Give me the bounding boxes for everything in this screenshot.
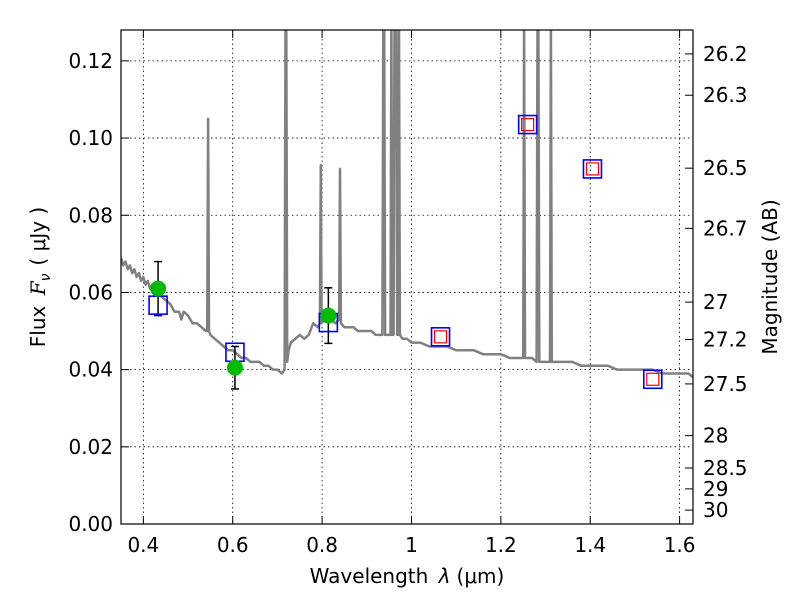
x-axis-title-unit: (μm) — [457, 564, 505, 588]
x-axis-title: Wavelength λ (μm) — [310, 564, 505, 588]
x-axis-title-prefix: Wavelength — [310, 564, 435, 588]
y-tick-label: 0.00 — [68, 512, 113, 536]
x-axis-title-symbol: λ — [438, 564, 451, 588]
mag-tick-label: 28.5 — [703, 456, 748, 480]
y-axis-title-unit: ( μJy ) — [26, 207, 50, 266]
model-band-square — [517, 114, 538, 135]
plot-background — [121, 30, 693, 524]
mag-tick-label: 27.2 — [703, 328, 748, 352]
mag-tick-label: 29 — [703, 477, 728, 501]
plot-area — [121, 30, 693, 390]
x-tick-label: 1.2 — [485, 533, 517, 557]
model-band-square — [430, 327, 451, 347]
mag-tick-label: 26.7 — [703, 216, 748, 240]
x-tick-label: 1.6 — [664, 533, 696, 557]
predicted-band-square — [521, 117, 535, 132]
y-axis-title-symbol: F — [26, 280, 50, 296]
predicted-band-square — [433, 330, 448, 344]
mag-tick-label: 30 — [703, 498, 728, 522]
y-axis-title-prefix: Flux — [26, 299, 50, 347]
y-tick-label: 0.12 — [68, 49, 113, 73]
x-tick-label: 0.8 — [306, 533, 338, 557]
plot-frame — [120, 29, 694, 525]
x-tick-label: 0.4 — [127, 533, 159, 557]
spectrum-line — [121, 30, 693, 379]
predicted-band-square — [646, 372, 660, 386]
observed-point — [320, 307, 337, 324]
model-band-square — [582, 159, 603, 179]
x-tick-label: 1 — [405, 533, 418, 557]
y-tick-label: 0.08 — [68, 203, 113, 227]
y-tick-label: 0.04 — [68, 358, 113, 382]
x-tick-label: 1.4 — [574, 533, 606, 557]
y-axis-title: Flux Fν ( μJy ) — [26, 207, 54, 347]
observed-point — [150, 280, 167, 297]
mag-tick-label: 28 — [703, 424, 728, 448]
mag-tick-label: 26.3 — [703, 83, 748, 107]
mag-tick-label: 27.5 — [703, 372, 748, 396]
observed-point — [226, 359, 243, 376]
mag-tick-label: 26.2 — [703, 42, 748, 66]
mag-tick-label: 26.5 — [703, 156, 748, 180]
y-axis-title-subscript: ν — [38, 273, 54, 281]
right-axis-title: Magnitude (AB) — [758, 199, 782, 354]
y-tick-label: 0.06 — [68, 280, 113, 304]
model-band-square — [642, 369, 663, 390]
predicted-band-square — [585, 162, 600, 176]
x-tick-label: 0.6 — [217, 533, 249, 557]
y-tick-label: 0.10 — [68, 126, 113, 150]
axis-ticks: 0.4 0.6 0.8 1 1.2 1.4 1.6 0.00 0.02 0.04 0.06 0.08 0… — [68, 30, 748, 557]
y-tick-label: 0.02 — [68, 435, 113, 459]
mag-tick-label: 27 — [703, 290, 728, 314]
